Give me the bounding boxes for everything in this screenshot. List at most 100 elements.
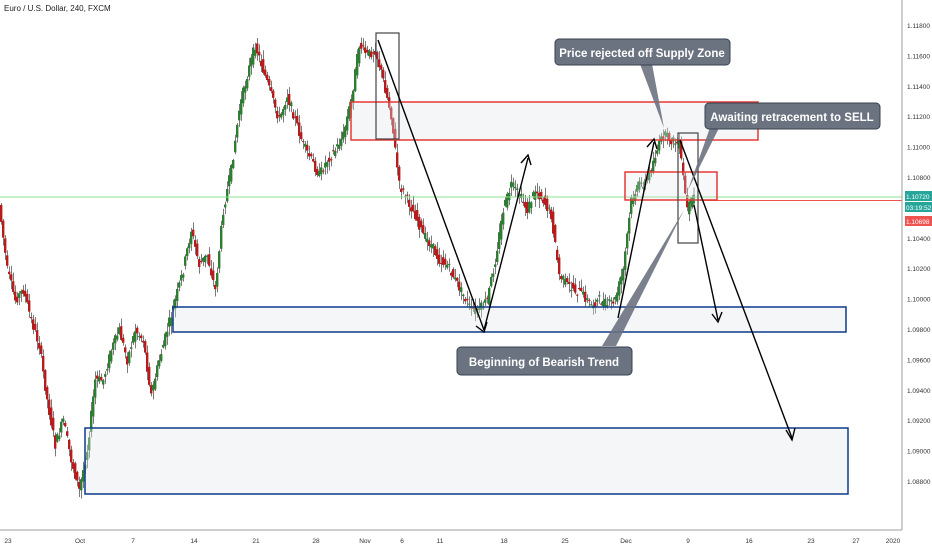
candle bbox=[546, 195, 549, 218]
price-tick-label: 1.11200 bbox=[907, 114, 930, 121]
candle bbox=[362, 38, 365, 51]
candle bbox=[630, 194, 633, 219]
candle bbox=[126, 352, 129, 374]
retracement-callout[interactable]: Awaiting retracement to SELL bbox=[704, 102, 881, 130]
time-tick-label: 6 bbox=[400, 538, 404, 545]
price-tick-label: 1.10000 bbox=[907, 297, 931, 304]
candle bbox=[116, 327, 119, 342]
candle bbox=[140, 333, 143, 343]
time-tick-label: 11 bbox=[437, 538, 444, 545]
candle bbox=[58, 428, 61, 442]
candle bbox=[304, 141, 307, 153]
candle bbox=[216, 267, 219, 293]
candle bbox=[434, 244, 437, 257]
bearish-callout-pointer bbox=[602, 210, 684, 346]
candle bbox=[68, 438, 71, 457]
candle bbox=[614, 294, 617, 305]
candle bbox=[616, 286, 619, 305]
candle bbox=[364, 40, 367, 59]
candle bbox=[510, 174, 513, 197]
candle bbox=[448, 258, 451, 272]
time-tick-label: Oct bbox=[75, 538, 85, 545]
candle bbox=[250, 54, 253, 75]
candle bbox=[190, 227, 193, 251]
price-tick-label: 1.10800 bbox=[907, 175, 931, 182]
candle bbox=[356, 49, 359, 79]
candle bbox=[54, 432, 57, 457]
candlestick-series bbox=[0, 37, 695, 499]
candle bbox=[464, 296, 467, 305]
time-tick-label: 18 bbox=[500, 538, 508, 545]
candle bbox=[302, 139, 305, 150]
candle bbox=[106, 363, 109, 375]
candle bbox=[628, 212, 631, 242]
supply-zone-callout[interactable]: Price rejected off Supply Zone bbox=[554, 38, 731, 66]
candle bbox=[380, 63, 383, 78]
price-tick-label: 1.11800 bbox=[907, 23, 930, 30]
candle bbox=[272, 88, 275, 104]
candle bbox=[120, 318, 123, 342]
candle bbox=[504, 197, 507, 208]
candle bbox=[246, 76, 249, 91]
time-tick-label: 28 bbox=[312, 538, 320, 545]
candle bbox=[456, 276, 459, 288]
retracement-callout-text: Awaiting retracement to SELL bbox=[710, 112, 873, 124]
bearish-trend-callout[interactable]: Beginning of Bearish Trend bbox=[456, 346, 633, 376]
candle bbox=[662, 129, 665, 149]
candle bbox=[608, 295, 611, 306]
arrow-rise-dec bbox=[617, 141, 655, 319]
candle bbox=[6, 250, 9, 269]
supply-zone-upper[interactable] bbox=[350, 101, 759, 141]
candle bbox=[648, 166, 651, 184]
arrow-rise-nov bbox=[483, 157, 529, 331]
time-tick-label: 16 bbox=[745, 538, 753, 545]
candle bbox=[370, 46, 373, 60]
time-tick-label: 9 bbox=[686, 538, 690, 545]
candle bbox=[674, 138, 677, 153]
candle bbox=[594, 298, 597, 314]
candle bbox=[428, 237, 431, 252]
candle bbox=[154, 373, 157, 391]
candle bbox=[306, 140, 309, 159]
candle bbox=[314, 157, 317, 177]
candle bbox=[180, 270, 183, 286]
demand-zone-upper[interactable] bbox=[172, 306, 847, 333]
candle bbox=[266, 71, 269, 83]
candle bbox=[270, 80, 273, 94]
candle bbox=[514, 180, 517, 197]
candle bbox=[284, 101, 287, 116]
candle bbox=[74, 461, 77, 481]
candle bbox=[342, 124, 345, 143]
candle bbox=[556, 245, 559, 263]
candle bbox=[488, 285, 491, 307]
price-axis[interactable]: 1.11800 1.11600 1.11400 1.11200 1.11000 1.108… bbox=[901, 0, 932, 530]
candle bbox=[524, 194, 527, 217]
candle bbox=[392, 117, 395, 140]
candle bbox=[402, 185, 405, 195]
time-axis[interactable]: 23 Oct 7 14 21 28 Nov 6 11 18 25 Dec 9 16 23 27 2020 bbox=[0, 529, 932, 550]
candle bbox=[124, 344, 127, 359]
candle bbox=[56, 432, 59, 443]
candle bbox=[86, 444, 89, 469]
demand-zone-lower[interactable] bbox=[84, 427, 849, 495]
supply-zone-lower[interactable] bbox=[624, 171, 718, 201]
candle bbox=[522, 193, 525, 206]
candle bbox=[416, 202, 419, 227]
candle bbox=[164, 331, 167, 350]
symbol-title: Euro / U.S. Dollar, 240, FXCM bbox=[4, 4, 111, 13]
candle bbox=[520, 186, 523, 203]
candle bbox=[656, 144, 659, 157]
candle bbox=[412, 195, 415, 213]
top-highlight-box[interactable] bbox=[375, 32, 400, 140]
candle bbox=[422, 218, 425, 235]
candle bbox=[34, 316, 37, 332]
candle bbox=[572, 275, 575, 292]
candle bbox=[318, 163, 321, 178]
candle bbox=[596, 297, 599, 307]
candle bbox=[384, 71, 387, 94]
candle bbox=[158, 354, 161, 369]
price-tick-label: 1.08800 bbox=[907, 479, 931, 486]
candle bbox=[534, 185, 537, 207]
